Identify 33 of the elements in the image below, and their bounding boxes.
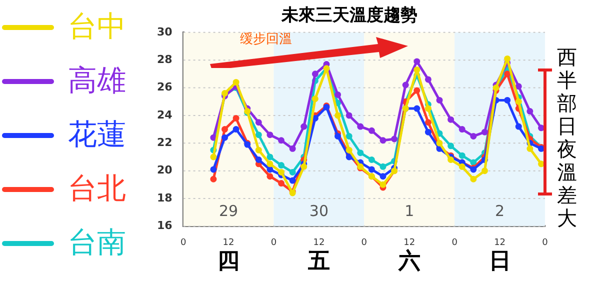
x-tick-label: 12: [313, 238, 325, 248]
legend-label: 花蓮: [68, 116, 126, 153]
chart-title: 未來三天溫度趨勢: [280, 6, 418, 26]
x-tick-label: 12: [222, 238, 234, 248]
band-label: 2: [495, 202, 505, 220]
legend-label: 台南: [68, 224, 126, 261]
band-label: 1: [404, 202, 414, 220]
legend-label: 台中: [68, 8, 126, 45]
text: 六: [397, 248, 420, 274]
text: 五: [306, 248, 330, 274]
y-tick-label: 22: [156, 136, 172, 149]
y-tick-label: 28: [156, 52, 172, 66]
y-tick-label: 18: [156, 191, 172, 204]
y-tick-label: 30: [156, 25, 173, 38]
y-tick-label: 26: [156, 80, 173, 94]
y-tick-label: 24: [156, 108, 173, 122]
y-tick-label: 16: [156, 219, 173, 232]
x-tick-label: 12: [494, 238, 506, 248]
text: 四: [218, 248, 240, 274]
x-tick-label: 0: [452, 238, 458, 248]
x-tick-label: 0: [270, 238, 277, 248]
x-tick-label: 0: [180, 238, 186, 248]
y-tick-label: 20: [156, 164, 173, 177]
x-tick-label: 12: [404, 238, 416, 248]
legend-label: 高雄: [68, 62, 126, 99]
band-label: 30: [309, 202, 328, 220]
x-tick-label: 0: [542, 238, 548, 248]
legend-label: 台北: [68, 170, 126, 207]
text: 日: [557, 114, 577, 138]
x-tick-label: 0: [361, 238, 368, 248]
band-label: 29: [218, 202, 238, 220]
text: 日: [488, 248, 511, 274]
annotation: 缓步回溫: [240, 31, 292, 48]
